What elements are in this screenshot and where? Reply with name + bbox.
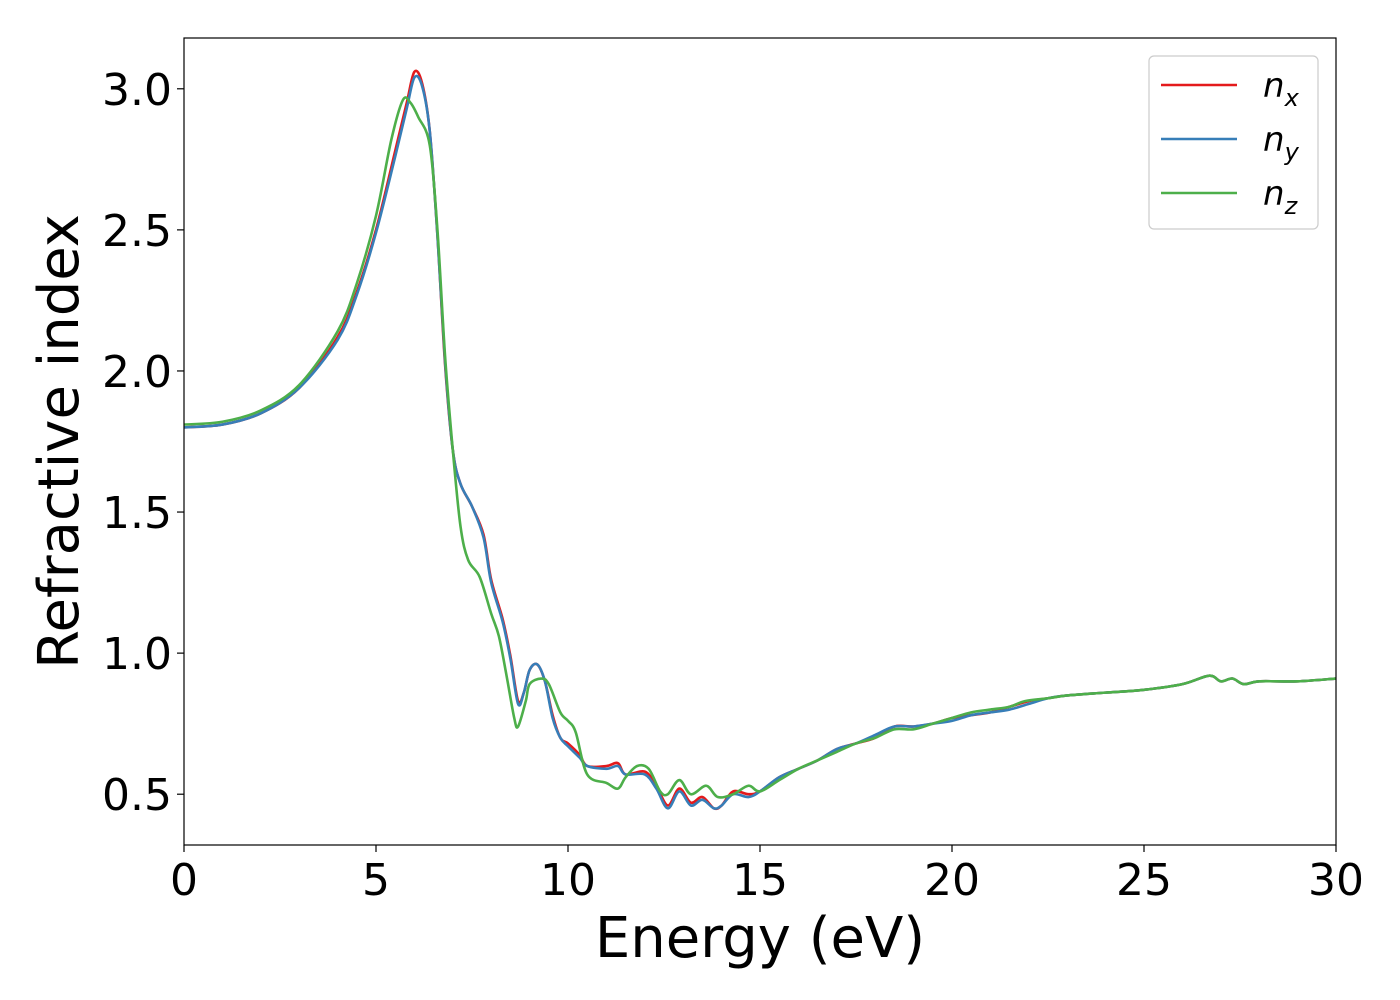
y-tick-label: 3.0	[102, 65, 172, 116]
y-axis-ticks: 0.5 1.0 1.5 2.0 2.5 3.0	[102, 65, 184, 821]
legend: nx ny nz	[1148, 55, 1319, 230]
series-line-nz	[184, 96, 1336, 799]
plot-lines	[184, 69, 1336, 811]
x-tick-label: 20	[924, 855, 980, 906]
legend-label-ny: ny	[1263, 120, 1300, 166]
x-tick-label: 25	[1116, 855, 1172, 906]
y-axis-title: Refractive index	[27, 214, 92, 669]
y-tick-label: 2.5	[102, 206, 172, 257]
legend-box	[1148, 55, 1319, 230]
x-tick-label: 5	[362, 855, 390, 906]
y-tick-label: 2.0	[102, 347, 172, 398]
y-tick-label: 1.5	[102, 488, 172, 539]
x-tick-label: 10	[540, 855, 596, 906]
x-axis-ticks: 0 5 10 15 20 25 30	[170, 845, 1364, 906]
y-tick-label: 1.0	[102, 629, 172, 680]
x-tick-label: 15	[732, 855, 788, 906]
x-tick-label: 0	[170, 855, 198, 906]
legend-label-nx: nx	[1263, 66, 1300, 112]
x-axis-title: Energy (eV)	[595, 906, 925, 971]
y-tick-label: 0.5	[102, 770, 172, 821]
legend-label-nz: nz	[1263, 174, 1299, 220]
x-tick-label: 30	[1308, 855, 1364, 906]
